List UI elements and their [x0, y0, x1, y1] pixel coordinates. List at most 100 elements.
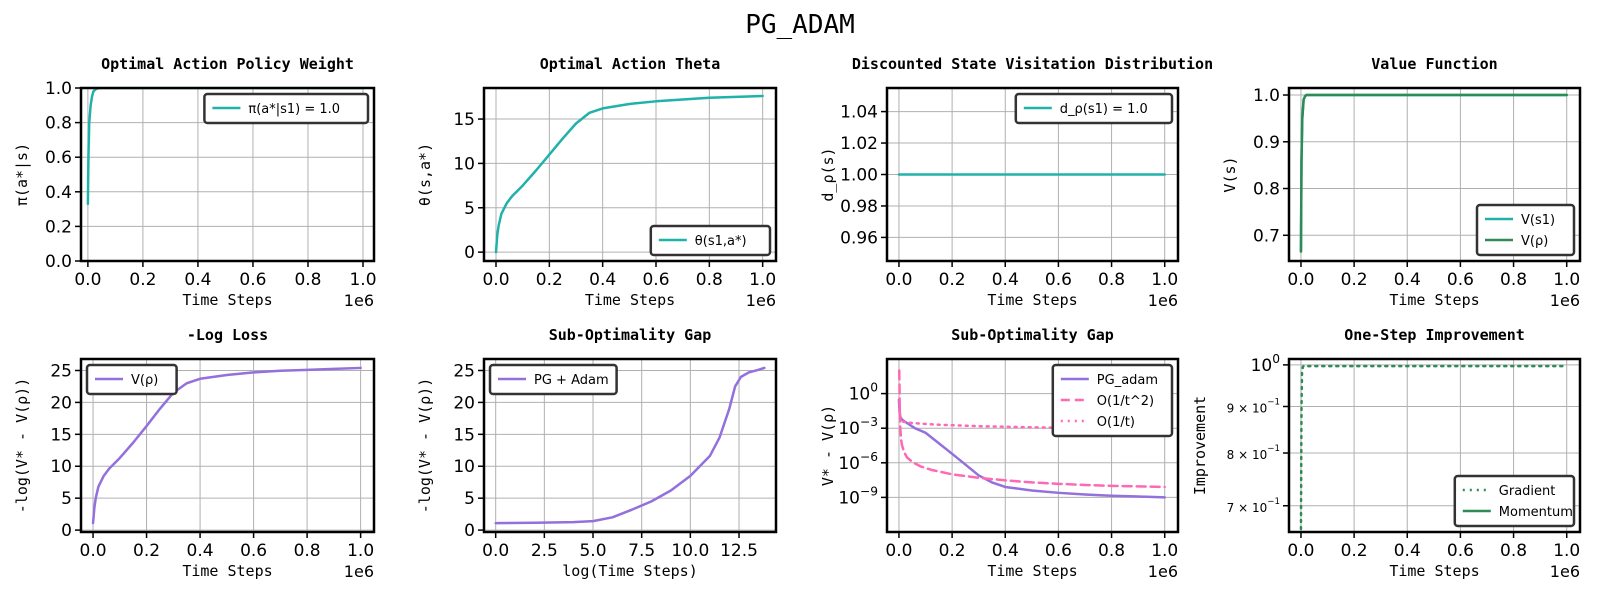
- x-offset-label: 1e6: [746, 291, 776, 310]
- series-line-2: [1299, 93, 1568, 253]
- legend: PG_adam O(1/t^2) O(1/t): [1051, 363, 1174, 438]
- subplot-2: Optimal Action Theta 0.0 0.2 0.4 0.6 0.8 1.0 0 5…: [416, 55, 778, 310]
- plot-frame: [1287, 86, 1582, 263]
- x-tick-label: 0.8: [294, 541, 321, 561]
- x-tick-label: 0.6: [240, 541, 267, 561]
- y-tick-label: 1.0: [45, 79, 72, 99]
- x-tick-label: 0.6: [1447, 270, 1474, 290]
- subplot-6: Sub-Optimality Gap 0.0 2.5 5.0 7.5 10.0 12.5 0 5…: [416, 326, 778, 580]
- subplot-title: Optimal Action Policy Weight: [101, 55, 354, 73]
- x-tick-label: 0.0: [482, 541, 509, 561]
- x-tick-label: 1.0: [1553, 270, 1580, 290]
- y-tick-label: 0.4: [45, 183, 72, 203]
- x-tick-label: 7.5: [628, 541, 655, 561]
- y-tick-label: 5: [61, 489, 72, 509]
- legend: V(s1) V(ρ): [1475, 203, 1576, 257]
- y-tick-label: 1.02: [840, 134, 878, 154]
- y-axis-label: Improvement: [1191, 396, 1209, 495]
- y-tick-label: 0.8: [1253, 180, 1280, 200]
- series-line-2: [897, 369, 1166, 489]
- x-tick-label: 0.2: [939, 270, 966, 290]
- legend: π(a*|s1) = 1.0: [203, 92, 370, 125]
- y-tick-label: 0.98: [840, 197, 878, 217]
- series-line-1: [91, 366, 362, 525]
- plot-frame: [482, 357, 778, 534]
- y-tick-label: 9 × 10−1: [1227, 397, 1280, 415]
- x-tick-label: 1.0: [1151, 541, 1178, 561]
- x-tick-label: 0.6: [642, 270, 669, 290]
- subplot-4: Value Function 0.0 0.2 0.4 0.6 0.8 1.0 0.7 0.8 0.…: [1221, 55, 1582, 310]
- y-tick-label: 25: [453, 361, 475, 381]
- legend-label: PG + Adam: [534, 373, 609, 388]
- y-axis-label: -log(V* - V(ρ)): [416, 378, 434, 513]
- subplot-3: Discounted State Visitation Distribution…: [819, 55, 1213, 310]
- x-axis-label: Time Steps: [1389, 562, 1479, 580]
- legend-box: [1453, 474, 1576, 528]
- x-tick-label: 0.2: [939, 541, 966, 561]
- plot-frame: [1287, 357, 1582, 534]
- y-tick-label: 15: [50, 425, 72, 445]
- x-tick-label: 1.0: [749, 270, 776, 290]
- legend-box: [1014, 92, 1174, 125]
- y-tick-label: 0.7: [1253, 226, 1280, 246]
- y-tick-label: 20: [50, 393, 72, 413]
- y-tick-label: 0: [61, 521, 72, 541]
- x-tick-label: 0.0: [885, 270, 912, 290]
- plot-frame: [79, 86, 376, 263]
- y-tick-label: 8 × 10−1: [1227, 444, 1280, 462]
- y-tick-label: 1.0: [1253, 86, 1280, 106]
- legend-label: V(ρ): [1521, 234, 1548, 249]
- subplot-grid: Optimal Action Policy Weight 0.0 0.2 0.4 0.6…: [13, 55, 1582, 581]
- legend-label: O(1/t^2): [1097, 394, 1154, 409]
- x-tick-label: 0.0: [1287, 541, 1314, 561]
- x-tick-label: 2.5: [531, 541, 558, 561]
- y-tick-label: 10−6: [838, 450, 878, 474]
- x-tick-label: 10.0: [671, 541, 709, 561]
- legend-box: [1475, 203, 1576, 257]
- x-tick-label: 0.4: [589, 270, 616, 290]
- y-tick-label: 5: [464, 199, 475, 219]
- subplot-1: Optimal Action Policy Weight 0.0 0.2 0.4 0.6…: [13, 55, 377, 310]
- y-tick-label: 1.00: [840, 166, 878, 186]
- y-tick-label: 1.04: [840, 103, 878, 123]
- x-axis-label: Time Steps: [987, 291, 1077, 309]
- y-tick-label: 100: [1251, 352, 1280, 376]
- legend-label: Gradient: [1499, 484, 1556, 499]
- x-tick-label: 0.0: [885, 541, 912, 561]
- y-axis-label: d_ρ(s): [819, 147, 837, 201]
- y-tick-label: 15: [453, 425, 475, 445]
- y-tick-label: 0.0: [45, 252, 72, 272]
- x-tick-label: 1.0: [347, 541, 374, 561]
- y-tick-label: 0.8: [45, 114, 72, 134]
- x-tick-label: 0.8: [1500, 541, 1527, 561]
- x-tick-label: 0.8: [1098, 541, 1125, 561]
- y-tick-label: 5: [464, 489, 475, 509]
- x-tick-label: 0.2: [129, 270, 156, 290]
- legend: Gradient Momentum: [1453, 474, 1576, 528]
- y-axis-label: π(a*|s): [13, 143, 31, 206]
- legend-label: PG_adam: [1097, 373, 1158, 388]
- x-tick-label: 0.8: [696, 270, 723, 290]
- y-axis-label: V(s): [1221, 156, 1239, 192]
- x-tick-label: 0.4: [1394, 541, 1421, 561]
- x-axis-label: log(Time Steps): [562, 562, 697, 580]
- x-offset-label: 1e6: [344, 562, 374, 581]
- x-tick-label: 12.5: [720, 541, 758, 561]
- x-offset-label: 1e6: [1550, 291, 1580, 310]
- subplot-title: Value Function: [1371, 55, 1497, 73]
- legend-label: d_ρ(s1) = 1.0: [1060, 102, 1148, 117]
- subplot-title: -Log Loss: [187, 326, 268, 344]
- series-line-1: [494, 94, 764, 254]
- subplot-8: One-Step Improvement 0.0 0.2 0.4 0.6 0.8 1.0 7 …: [1191, 326, 1582, 581]
- x-tick-label: 0.8: [1098, 270, 1125, 290]
- legend: PG + Adam: [488, 363, 618, 396]
- x-axis-label: Time Steps: [987, 562, 1077, 580]
- x-tick-label: 0.6: [1045, 270, 1072, 290]
- y-tick-label: 0.2: [45, 217, 72, 237]
- plot-frame: [79, 357, 376, 534]
- subplot-title: One-Step Improvement: [1344, 326, 1525, 344]
- subplot-title: Discounted State Visitation Distribution: [852, 55, 1213, 73]
- legend-box: [203, 92, 370, 125]
- legend-label: O(1/t): [1097, 415, 1135, 430]
